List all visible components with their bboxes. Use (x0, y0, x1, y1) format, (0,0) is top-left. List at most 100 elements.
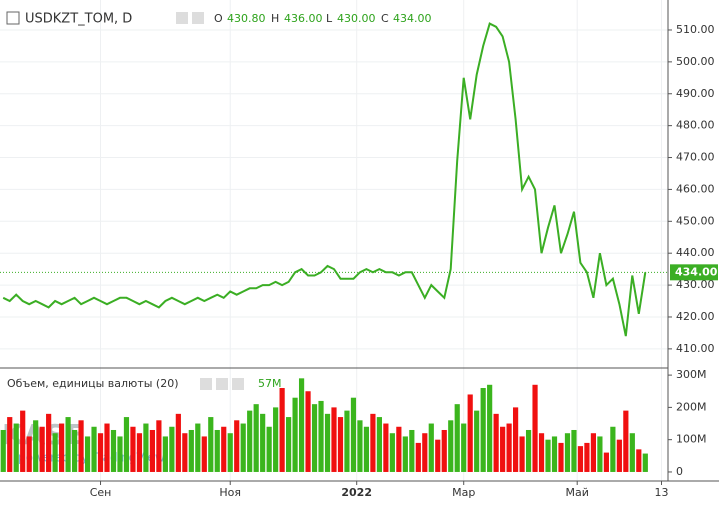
volume-bar (506, 423, 512, 472)
volume-bar (616, 439, 622, 472)
y-tick-label: 430.00 (676, 278, 715, 291)
last-price-box (670, 264, 718, 281)
volume-bar (221, 426, 227, 472)
volume-bar (480, 388, 486, 472)
volume-bar (642, 453, 648, 472)
volume-bar (383, 423, 389, 472)
ohlc-label: C (381, 12, 389, 25)
volume-bar (84, 436, 91, 472)
volume-bar (597, 436, 603, 472)
marks (0, 22, 668, 472)
volume-bar (357, 420, 363, 472)
series-checkbox[interactable] (6, 11, 20, 25)
y-tick-label: 460.00 (676, 182, 715, 195)
volume-bar (91, 426, 97, 472)
y-tick-label: 450.00 (676, 214, 715, 227)
y-tick-label: 410.00 (676, 342, 715, 355)
volume-bar (156, 420, 162, 472)
volume-bar (337, 417, 344, 472)
volume-bar (545, 439, 551, 472)
volume-bar (298, 378, 305, 472)
volume-bar (97, 433, 104, 472)
volume-bar (201, 436, 207, 472)
volume-bar (584, 442, 590, 472)
volume-bar (350, 397, 357, 472)
volume-bar (214, 429, 220, 472)
x-tick-label: Ноя (219, 486, 241, 499)
ohlc-value: 430.00 (337, 12, 376, 25)
volume-bar (46, 413, 52, 472)
volume-bar (52, 433, 58, 472)
y-tick-label: 480.00 (676, 119, 715, 132)
volume-bar (564, 433, 571, 472)
x-tick-label: Сен (90, 486, 112, 499)
volume-bar (415, 442, 421, 472)
volume-bar (344, 410, 350, 472)
volume-bar (525, 429, 532, 472)
volume-bar (603, 452, 609, 472)
volume-bar (71, 429, 78, 472)
y-tick-label: 470.00 (676, 151, 715, 164)
volume-bar (0, 429, 6, 472)
y-tick-label: 500.00 (676, 55, 715, 68)
volume-bar (551, 436, 558, 472)
volume-bar (409, 429, 415, 472)
x-tick-label: 2022 (341, 486, 372, 499)
volume-bar (279, 388, 285, 472)
volume-tick-label: 100M (676, 433, 707, 446)
volume-bar (117, 436, 123, 472)
ohlc-value: 430.80 (227, 12, 266, 25)
volume-bar (292, 397, 298, 472)
volume-bar (130, 426, 136, 472)
volume-tick-label: 300M (676, 368, 707, 381)
settings-icon[interactable] (216, 378, 228, 390)
symbol: USDKZT_TOM, D (25, 12, 132, 27)
volume-bar (162, 436, 168, 472)
volume-bar (448, 420, 454, 472)
volume-bar (143, 423, 149, 472)
price-line (2, 22, 647, 337)
volume-bar (435, 439, 441, 472)
volume-bar (240, 423, 246, 472)
volume-bar (39, 426, 45, 472)
volume-bar (590, 433, 597, 472)
volume-bar (227, 433, 233, 472)
x-tick-label: Май (566, 486, 589, 499)
volume-bar (324, 413, 331, 472)
volume-bar (538, 433, 545, 472)
volume-bar (402, 436, 408, 472)
volume-bar (305, 391, 311, 472)
volume-bar (266, 426, 272, 472)
volume-bar (636, 449, 642, 472)
volume-bar (512, 407, 519, 472)
volume-bar (532, 384, 538, 472)
volume-bar (188, 429, 194, 472)
volume-bar (558, 442, 564, 472)
volume-bar (311, 404, 318, 472)
volume-bar (20, 410, 26, 472)
volume-bar (610, 426, 616, 472)
ohlc-value: 436.00 (284, 12, 323, 25)
volume-bar (428, 423, 434, 472)
volume-bar (13, 423, 19, 472)
volume-bar (467, 394, 473, 472)
settings-icon[interactable] (176, 12, 188, 24)
volume-bar (260, 413, 266, 472)
settings-icon[interactable] (192, 12, 204, 24)
volume-bar (195, 423, 201, 472)
volume-bar (571, 429, 577, 472)
settings-icon[interactable] (232, 378, 244, 390)
volume-bar (33, 420, 39, 472)
volume-bar (182, 433, 188, 472)
volume-bar (629, 433, 635, 472)
volume-bar (149, 429, 156, 472)
settings-icon[interactable] (200, 378, 212, 390)
volume-bar (208, 417, 214, 472)
volume-title: Объем, единицы валюты (20) (7, 377, 179, 390)
last-price-label: 434.00 (675, 265, 718, 278)
y-tick-label: 490.00 (676, 87, 715, 100)
grid (0, 0, 668, 481)
volume-bar (331, 407, 337, 472)
volume-bar (175, 413, 181, 472)
